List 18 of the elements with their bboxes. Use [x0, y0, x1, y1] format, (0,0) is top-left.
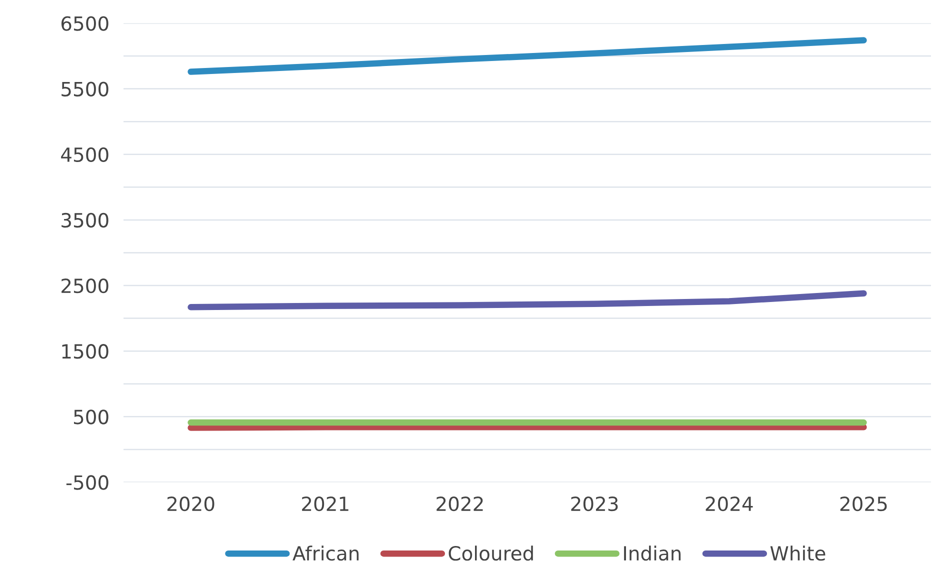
legend-label: Indian: [624, 546, 681, 561]
legend-label: Coloured: [448, 546, 533, 561]
x-tick-label: 2022: [436, 496, 483, 512]
y-tick-label: 500: [74, 410, 108, 424]
y-tick-label: 1500: [62, 344, 108, 359]
y-tick-label: 2500: [62, 278, 108, 294]
y-tick-label: 3500: [62, 212, 108, 228]
y-tick-label: 6500: [61, 16, 108, 31]
legend-label: White: [770, 546, 826, 561]
x-tick-label: 2021: [302, 496, 348, 512]
x-tick-label: 2025: [840, 496, 887, 512]
x-tick-label: 2024: [706, 496, 753, 512]
y-tick-label: -500: [66, 475, 108, 490]
legend-label: African: [292, 546, 359, 561]
x-tick-label: 2023: [571, 496, 618, 512]
y-tick-label: 4500: [61, 147, 108, 162]
y-tick-label: 5500: [62, 82, 108, 96]
x-tick-label: 2020: [167, 496, 214, 512]
